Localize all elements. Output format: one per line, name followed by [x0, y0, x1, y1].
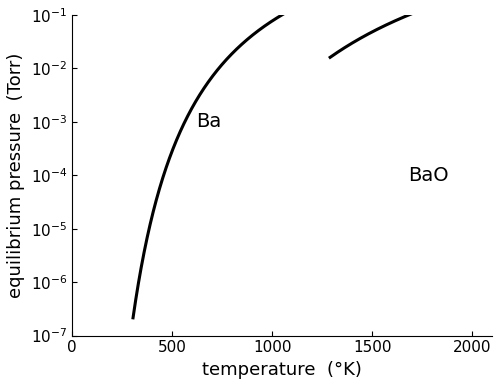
X-axis label: temperature  (°K): temperature (°K)	[202, 361, 362, 379]
Text: BaO: BaO	[408, 166, 449, 185]
Y-axis label: equilibrium pressure  (Torr): equilibrium pressure (Torr)	[7, 52, 25, 298]
Text: Ba: Ba	[196, 112, 222, 131]
